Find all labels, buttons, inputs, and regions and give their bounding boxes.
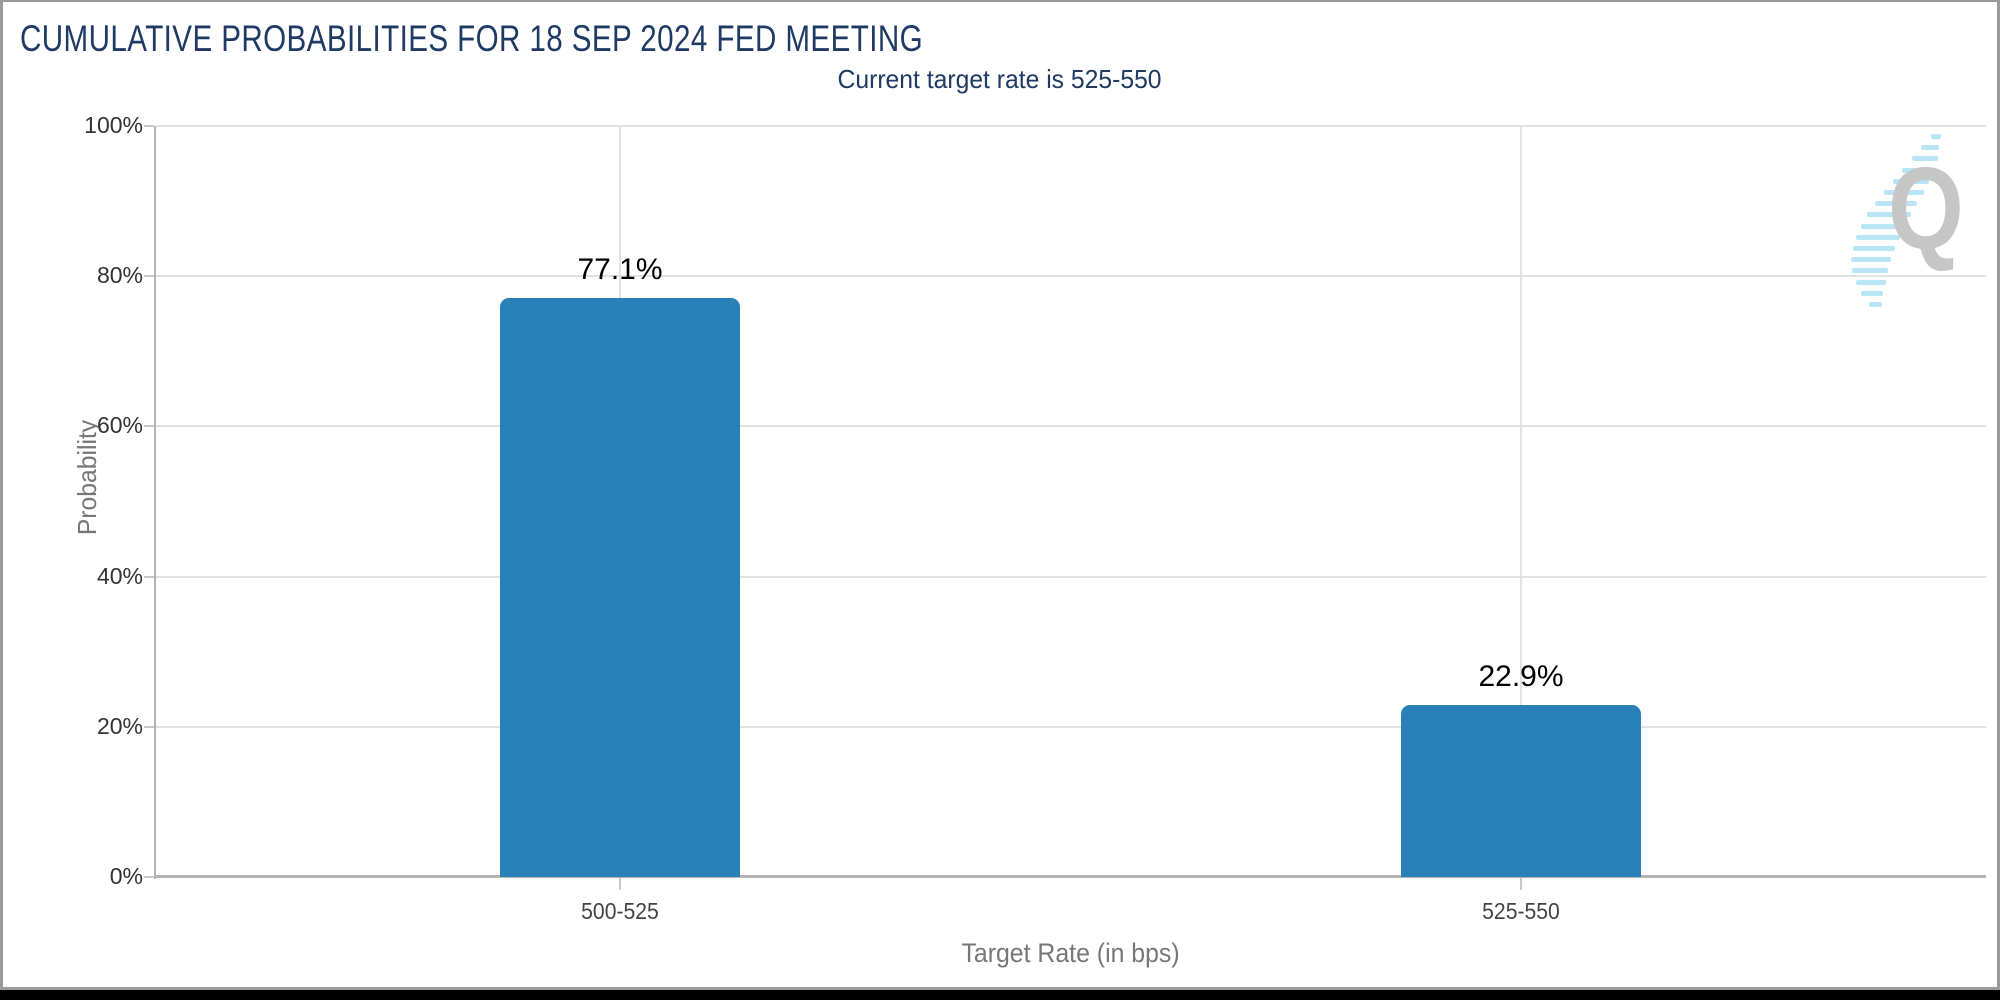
bar-525-550[interactable] [1401, 705, 1641, 877]
y-tick-label: 40% [96, 562, 143, 589]
bar-500-525[interactable] [500, 297, 740, 877]
y-tick-label: 100% [84, 112, 143, 138]
watermark-dash [1902, 167, 1934, 173]
gridline-horizontal [156, 725, 1986, 728]
gridline-horizontal [156, 275, 1986, 278]
chart-subtitle: Current target rate is 525-550 [837, 64, 1163, 94]
q-logo-icon: Q [1888, 143, 1964, 273]
watermark-dash [1861, 290, 1883, 296]
y-tick-label: 20% [96, 712, 143, 739]
watermark-dash [1851, 257, 1891, 263]
watermark-dash [1893, 178, 1929, 184]
y-axis-tick [144, 125, 154, 127]
x-axis-title-row: Target Rate (in bps) [156, 938, 1986, 969]
x-axis-line [154, 875, 1986, 878]
x-axis-title: Target Rate (in bps) [961, 938, 1181, 968]
watermark-dash [1867, 212, 1911, 218]
y-axis-tick [144, 876, 154, 878]
gridline-horizontal [156, 575, 1986, 578]
gridline-horizontal [156, 425, 1986, 428]
watermark-dash [1861, 223, 1905, 229]
y-tick-label: 0% [109, 863, 143, 889]
x-tick-label: 500-525 [581, 898, 659, 924]
y-axis-tick [144, 725, 154, 728]
x-axis-tick [619, 878, 621, 890]
watermark-dash [1921, 145, 1939, 151]
watermark-dash [1931, 134, 1941, 139]
chart-title: CUMULATIVE PROBABILITIES FOR 18 SEP 2024… [20, 18, 924, 59]
y-axis-tick [144, 425, 154, 428]
bar-value-label: 22.9% [1478, 660, 1564, 694]
plot-area: 77.1% 22.9% [144, 125, 1986, 890]
y-tick-label: 80% [96, 262, 143, 289]
chart-subtitle-row: Current target rate is 525-550 [3, 64, 1997, 95]
gridline-vertical [1520, 126, 1522, 877]
quikstrike-watermark: Q [1838, 128, 1968, 313]
x-axis-tick [1520, 878, 1522, 890]
y-axis-tick [144, 275, 154, 278]
y-tick-label: 60% [96, 412, 143, 439]
watermark-dash [1869, 302, 1882, 307]
y-axis-line [154, 126, 156, 879]
bottom-black-bar [0, 994, 2000, 1000]
watermark-dash [1856, 279, 1886, 285]
watermark-dash [1875, 201, 1917, 207]
x-tick-label: 525-550 [1482, 898, 1560, 924]
watermark-dash [1856, 234, 1900, 240]
watermark-dash [1852, 268, 1888, 274]
y-axis-tick [144, 575, 154, 578]
watermark-dash [1853, 246, 1895, 251]
watermark-dash [1884, 190, 1924, 195]
bar-value-label: 77.1% [577, 252, 663, 286]
watermark-dash [1912, 156, 1938, 162]
gridline-horizontal [156, 125, 1986, 127]
